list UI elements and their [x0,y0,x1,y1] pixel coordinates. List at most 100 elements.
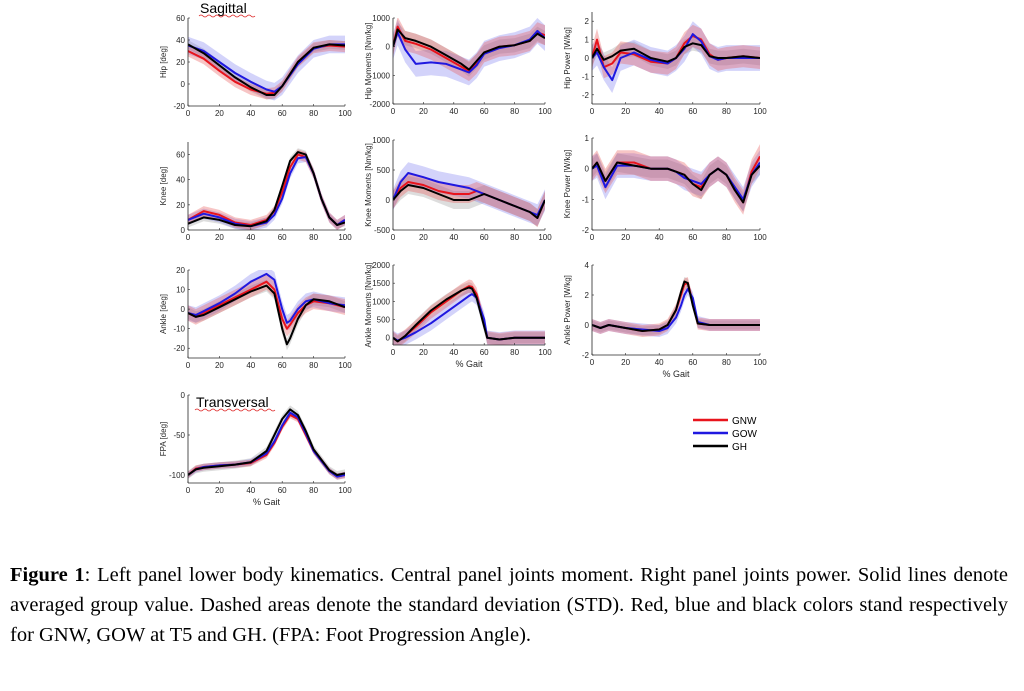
hipmom-x-tick-label: 60 [480,107,489,116]
hipmom-y-tick-label: 1000 [372,14,390,23]
knee-x-tick-label: 80 [309,233,318,242]
kneepow-y-axis-label: Knee Power [W/kg] [563,150,572,218]
knee-y-axis-label: Knee [deg] [159,167,168,206]
hip-y-tick-label: 60 [176,14,185,23]
anklemom-gow-sd-band [393,286,545,345]
kneemom-y-tick-label: -500 [374,226,391,235]
anklemom-y-axis-label: Ankle Moments [Nm/kg] [364,263,373,348]
transversal-title: Transversal [196,394,269,410]
anklemom-x-tick-label: 100 [538,348,552,357]
hip-y-tick-label: 40 [176,36,185,45]
ankle-gow-line [188,272,345,324]
kneepow-x-tick-label: 0 [590,233,595,242]
fpa-x-tick-label: 40 [246,486,255,495]
figure-caption: Figure 1: Left panel lower body kinemati… [10,560,1008,650]
hip-gh-line [188,43,345,96]
hipmom-y-tick-label: -1000 [370,71,391,80]
hip-x-tick-label: 60 [278,109,287,118]
kneemom-x-tick-label: 80 [510,233,519,242]
hipmom-x-tick-label: 20 [419,107,428,116]
hip-y-tick-label: 20 [176,58,185,67]
ankle-x-tick-label: 60 [278,361,287,370]
kneepow-y-tick-label: -1 [582,195,590,204]
ankle-x-tick-label: 100 [338,361,352,370]
hippow-y-tick-label: 0 [585,54,590,63]
knee-plot-area [188,148,345,230]
kneepow-x-tick-label: 80 [722,233,731,242]
anklemom-plot-area [393,279,545,345]
hipmom-gow-sd-band [393,18,545,86]
hippow-x-tick-label: 100 [753,107,767,116]
kneemom-y-tick-label: 500 [377,166,391,175]
anklemom-x-tick-label: 40 [449,348,458,357]
kneepow-x-tick-label: 100 [753,233,767,242]
knee-x-tick-label: 60 [278,233,287,242]
ankle-subplot: 0 20 40 60 80 100 -20 -10 0 10 20 Ankle [deg] [159,266,352,370]
kneepow-y-tick-label: -2 [582,226,590,235]
fpa-x-tick-label: 0 [186,486,191,495]
ankle-y-tick-label: 0 [181,305,186,314]
ankle-y-tick-label: 20 [176,266,185,275]
fpa-subplot: 0 20 40 60 80 100 -100 -50 0 FPA [deg] % Gait [159,391,352,507]
anklepow-y-tick-label: 4 [585,261,590,270]
knee-y-tick-label: 60 [176,151,185,160]
fpa-gow-sd-band [188,409,345,480]
ankle-y-tick-label: 10 [176,286,185,295]
anklepow-gh-sd-band [592,277,760,336]
anklemom-x-tick-label: 80 [510,348,519,357]
kneepow-x-tick-label: 20 [621,233,630,242]
hipmom-y-tick-label: -2000 [370,100,391,109]
anklepow-x-tick-label: 0 [590,358,595,367]
hipmom-y-axis-label: Hip Moments [Nm/kg] [364,23,373,100]
hippow-y-tick-label: -2 [582,91,590,100]
anklepow-x-tick-label: 100 [753,358,767,367]
kneemom-gh-line [393,184,545,219]
knee-x-tick-label: 0 [186,233,191,242]
anklepow-x-tick-label: 60 [688,358,697,367]
caption-label: Figure 1 [10,564,85,586]
anklemom-y-tick-label: 0 [386,334,391,343]
hip-y-axis-label: Hip [deg] [159,46,168,78]
kneepow-y-tick-label: 0 [585,165,590,174]
anklepow-y-tick-label: 0 [585,321,590,330]
hippow-x-tick-label: 80 [722,107,731,116]
kneemom-x-tick-label: 40 [449,233,458,242]
ankle-gnw-sd-band [188,273,345,337]
hippow-gh-line [592,42,760,63]
hippow-x-tick-label: 0 [590,107,595,116]
hippow-gnw-sd-band [592,24,760,79]
anklepow-gh-line [592,280,760,332]
anklemom-gh-line [393,286,545,343]
kneepow-plot-area [592,144,760,215]
fpa-x-tick-label: 80 [309,486,318,495]
knee-y-tick-label: 40 [176,176,185,185]
legend-gnw-label: GNW [732,416,757,427]
kneemom-y-tick-label: 0 [386,196,391,205]
transversal-squiggle [194,408,276,412]
anklemom-x-tick-label: 0 [391,348,396,357]
fpa-y-tick-label: 0 [181,391,186,400]
anklemom-x-axis-label: % Gait [455,359,483,369]
knee-y-tick-label: 0 [181,226,186,235]
hippow-subplot: 0 20 40 60 80 100 -2 -1 0 1 2 Hip Power [W/kg] [563,12,767,116]
ankle-plot-area [188,270,345,351]
knee-y-tick-label: 20 [176,201,185,210]
anklemom-x-tick-label: 60 [480,348,489,357]
ankle-y-axis-label: Ankle [deg] [159,294,168,334]
hippow-x-tick-label: 60 [688,107,697,116]
hipmom-plot-area [393,18,545,86]
hip-plot-area [188,35,345,101]
knee-gnw-sd-band [188,149,345,230]
hipmom-gh-line [393,28,545,71]
sagittal-squiggle [198,14,256,18]
kneemom-y-tick-label: 1000 [372,136,390,145]
fpa-x-tick-label: 60 [278,486,287,495]
kneepow-gnw-sd-band [592,144,760,215]
legend-gow-label: GOW [732,429,758,440]
anklepow-x-axis-label: % Gait [662,369,690,379]
